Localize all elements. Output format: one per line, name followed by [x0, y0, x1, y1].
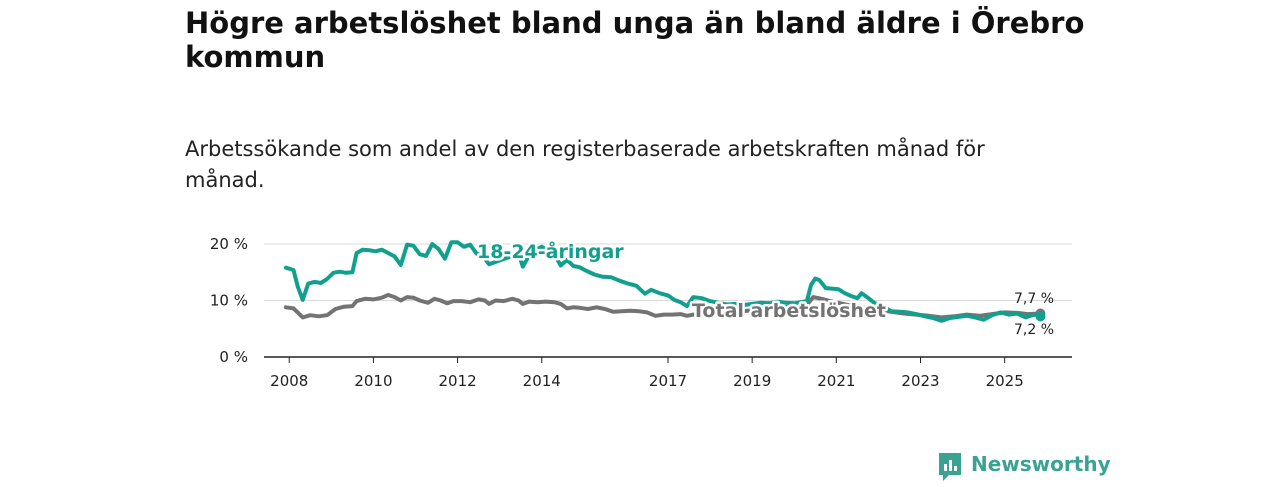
newsworthy-logo: Newsworthy	[937, 448, 1111, 481]
brand-name: Newsworthy	[971, 452, 1111, 476]
series-end-dot-0	[1035, 311, 1046, 322]
x-tick-label: 2010	[354, 372, 392, 390]
y-tick-label: 10 %	[210, 292, 248, 310]
series-lines	[283, 240, 1046, 323]
series-line-0	[283, 240, 1043, 323]
chart-labels: 18-24-åringar Total arbetslöshet 7,7 % 7,2 …	[475, 237, 1055, 339]
x-tick-label: 2021	[817, 372, 855, 390]
end-label-total: 7,7 %	[1014, 291, 1054, 307]
y-tick-label: 0 %	[219, 348, 248, 366]
x-tick-label: 2014	[523, 372, 561, 390]
chart-subtitle: Arbetssökande som andel av den registerb…	[185, 137, 985, 192]
x-tick-label: 2023	[901, 372, 939, 390]
series-line-1	[283, 292, 1043, 320]
axes: 0 % 10 % 20 % 2008 2010 2012 2014 2017 2019 2021 2…	[210, 235, 1072, 390]
series-label-youth: 18-24-åringar	[477, 239, 624, 263]
x-tick-label: 2017	[649, 372, 687, 390]
x-tick-label: 2025	[986, 372, 1024, 390]
x-tick-label: 2008	[270, 372, 308, 390]
end-label-youth: 7,2 %	[1014, 322, 1054, 338]
newsworthy-logo-icon	[937, 451, 963, 481]
y-tick-label: 20 %	[210, 235, 248, 253]
chart-title: Högre arbetslöshet bland unga än bland ä…	[185, 6, 1085, 74]
x-tick-label: 2019	[733, 372, 771, 390]
x-tick-label: 2012	[438, 372, 476, 390]
series-label-total: Total arbetslöshet	[692, 300, 886, 322]
